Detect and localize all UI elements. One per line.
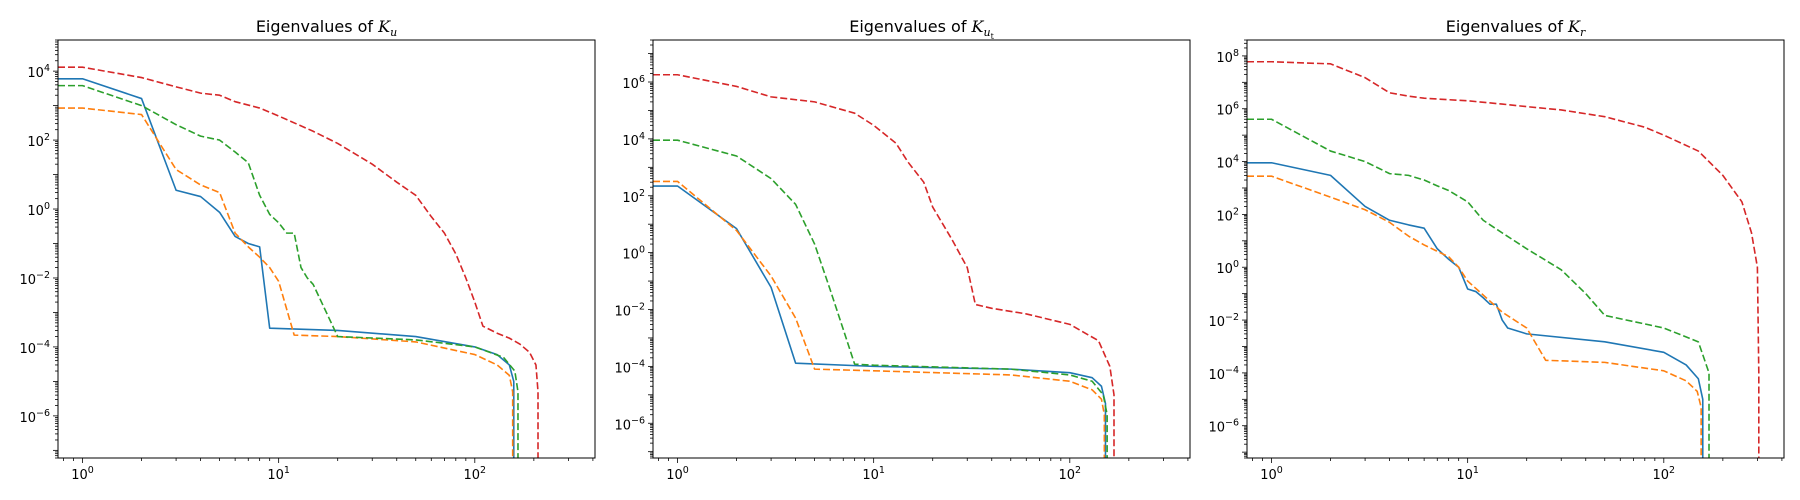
chart-title: Eigenvalues of Kr: [1446, 17, 1586, 39]
series-line-1: [1247, 161, 1704, 458]
y-tick-label: 100: [622, 245, 645, 263]
y-tick-label: 10−2: [19, 270, 50, 288]
series-line-1: [653, 185, 1107, 458]
plot-frame: [652, 39, 1191, 459]
y-tick-label: 104: [1216, 154, 1239, 172]
x-tick-label: 100: [666, 465, 689, 483]
y-tick-label: 104: [622, 131, 645, 149]
series-line-3: [1247, 118, 1710, 458]
chart-panel-3: 100 101 102 108 106 104 102 100 10−2 10−4 10−6 Eige…: [1208, 17, 1785, 483]
x-tick-label: 101: [267, 465, 290, 483]
y-tick-label: 104: [27, 63, 50, 81]
y-tick-label: 102: [27, 132, 50, 150]
y-tick-label: 108: [1216, 48, 1239, 66]
y-tick-label: 106: [1216, 101, 1239, 119]
x-tick-label: 102: [1059, 465, 1082, 483]
y-tick-label: 10−6: [1208, 418, 1239, 436]
chart-panel-2: 100 101 102 106 104 102 100 10−2 10−4 10−6 Eigenva…: [614, 17, 1191, 483]
series-line-4: [653, 73, 1115, 458]
series-line-3: [58, 84, 519, 458]
y-tick-label: 10−6: [614, 415, 645, 433]
x-tick-label: 100: [1260, 465, 1283, 483]
series-group: [653, 73, 1115, 458]
y-tick-label: 100: [1216, 259, 1239, 277]
series-line-3: [653, 139, 1108, 458]
y-tick-label: 10−2: [614, 302, 645, 320]
series-group: [1247, 60, 1760, 458]
y-tick-label: 102: [1216, 206, 1239, 224]
y-tick-label: 106: [622, 74, 645, 92]
y-tick-label: 100: [27, 201, 50, 219]
chart-title: Eigenvalues of Kut: [849, 17, 994, 41]
series-line-2: [1247, 175, 1702, 458]
y-tick-label: 10−2: [1208, 312, 1239, 330]
y-tick-label: 10−4: [1208, 365, 1239, 383]
chart-title: Eigenvalues of Ku: [256, 17, 397, 39]
series-line-2: [58, 107, 514, 458]
series-line-1: [58, 77, 515, 458]
plot-frame: [1246, 39, 1785, 459]
series-line-4: [1247, 60, 1760, 458]
y-tick-label: 102: [622, 188, 645, 206]
series-group: [58, 66, 539, 458]
series-line-4: [58, 66, 539, 458]
series-line-2: [653, 180, 1106, 458]
x-tick-label: 101: [1456, 465, 1479, 483]
x-tick-label: 102: [1653, 465, 1676, 483]
y-tick-label: 10−4: [19, 339, 50, 357]
x-tick-label: 101: [862, 465, 885, 483]
chart-panel-1: 100 101 102 104 102 100 10−2 10−4 10−6 Eigenvalue…: [19, 17, 596, 483]
x-tick-label: 102: [464, 465, 487, 483]
y-tick-label: 10−4: [614, 358, 645, 376]
x-tick-label: 100: [71, 465, 94, 483]
y-tick-label: 10−6: [19, 408, 50, 426]
